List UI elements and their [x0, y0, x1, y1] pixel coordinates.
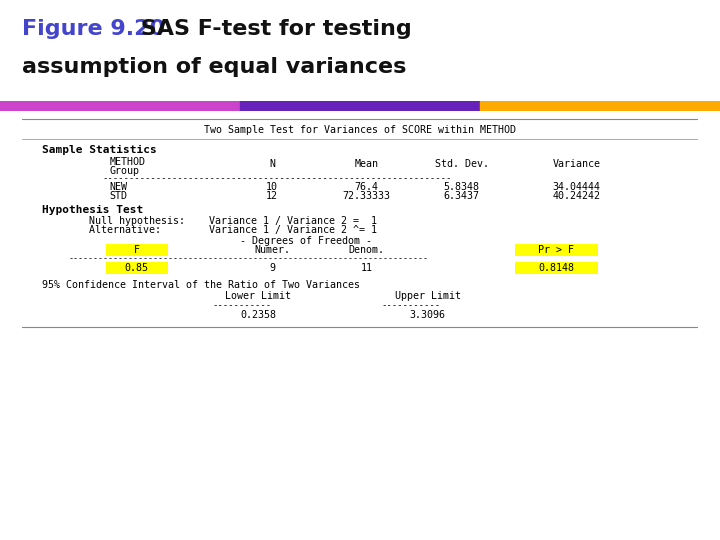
Text: 95% Confidence Interval of the Ratio of Two Variances: 95% Confidence Interval of the Ratio of …	[42, 280, 360, 289]
FancyBboxPatch shape	[106, 262, 168, 274]
Text: 3.3096: 3.3096	[410, 310, 446, 320]
Text: 10: 10	[266, 182, 278, 192]
Text: N: N	[269, 159, 275, 169]
Text: Upper Limit: Upper Limit	[395, 291, 461, 301]
Text: Two Sample Test for Variances of SCORE within METHOD: Two Sample Test for Variances of SCORE w…	[204, 125, 516, 134]
Text: Variance: Variance	[552, 159, 600, 169]
Text: SAS F-test for testing: SAS F-test for testing	[133, 19, 412, 39]
Text: 40.24242: 40.24242	[552, 191, 600, 201]
Text: -----------------------------------------------------------------: ----------------------------------------…	[103, 174, 452, 183]
Bar	[0, 101, 240, 111]
Text: Lower Limit: Lower Limit	[225, 291, 292, 301]
Text: F: F	[134, 245, 140, 255]
Text: 72.33333: 72.33333	[343, 191, 391, 201]
FancyBboxPatch shape	[106, 245, 168, 256]
Text: assumption of equal variances: assumption of equal variances	[22, 57, 406, 77]
Text: - Degrees of Freedom -: - Degrees of Freedom -	[240, 236, 372, 246]
Text: -----------: -----------	[382, 301, 441, 309]
Text: 0.8148: 0.8148	[539, 264, 575, 273]
Text: 9: 9	[269, 264, 275, 273]
FancyBboxPatch shape	[515, 245, 598, 256]
Text: Mean: Mean	[355, 159, 379, 169]
Text: PEARSON: PEARSON	[572, 494, 698, 518]
Text: Numer.: Numer.	[254, 245, 290, 255]
Text: 6.3437: 6.3437	[444, 191, 480, 201]
Text: NEW: NEW	[109, 182, 127, 192]
Text: METHOD: METHOD	[109, 157, 145, 167]
Text: Group: Group	[109, 166, 140, 176]
Text: STD: STD	[109, 191, 127, 201]
Bar	[240, 101, 480, 111]
Text: Alternative:        Variance 1 / Variance 2 ^= 1: Alternative: Variance 1 / Variance 2 ^= …	[89, 225, 377, 235]
Text: 34.04444: 34.04444	[552, 182, 600, 192]
Text: 0.2358: 0.2358	[240, 310, 276, 320]
Text: Hypothesis Test: Hypothesis Test	[42, 205, 143, 215]
Bar	[480, 101, 720, 111]
Text: 0.85: 0.85	[125, 264, 148, 273]
Text: 76.4: 76.4	[355, 182, 379, 192]
Text: Denom.: Denom.	[348, 245, 384, 255]
Text: 12: 12	[266, 191, 278, 201]
Text: Copyright © 2013 Pearson Education, Inc., All rights reserved.: Copyright © 2013 Pearson Education, Inc.…	[115, 501, 441, 511]
Text: Null hypothesis:    Variance 1 / Variance 2 =  1: Null hypothesis: Variance 1 / Variance 2…	[89, 216, 377, 226]
FancyBboxPatch shape	[515, 262, 598, 274]
Text: Pr > F: Pr > F	[539, 245, 575, 255]
Text: 9 - 64: 9 - 64	[25, 500, 76, 514]
Text: ------------------------------------------------------------------------: ----------------------------------------…	[69, 254, 429, 264]
Text: 11: 11	[361, 264, 373, 273]
Text: Std. Dev.: Std. Dev.	[435, 159, 488, 169]
Text: -----------: -----------	[212, 301, 271, 309]
Text: 5.8348: 5.8348	[444, 182, 480, 192]
Text: Figure 9.20: Figure 9.20	[22, 19, 165, 39]
Text: Sample Statistics: Sample Statistics	[42, 145, 157, 156]
